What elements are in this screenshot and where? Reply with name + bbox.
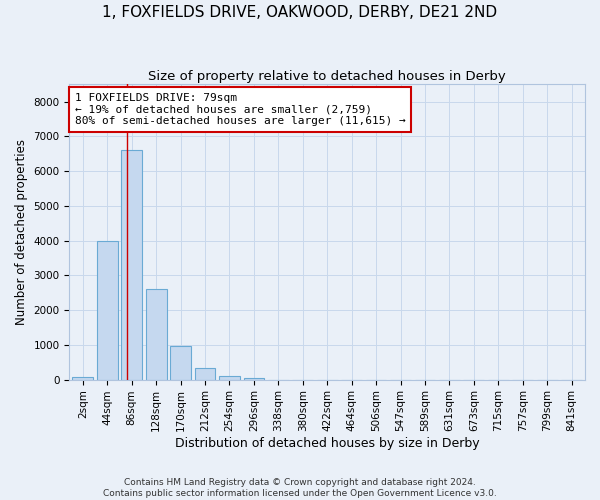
Bar [73, 377, 93, 380]
Bar [219, 376, 240, 380]
Bar [194, 368, 215, 380]
X-axis label: Distribution of detached houses by size in Derby: Distribution of detached houses by size … [175, 437, 479, 450]
Bar [146, 289, 167, 380]
Text: 1, FOXFIELDS DRIVE, OAKWOOD, DERBY, DE21 2ND: 1, FOXFIELDS DRIVE, OAKWOOD, DERBY, DE21… [103, 5, 497, 20]
Bar [170, 346, 191, 380]
Bar [121, 150, 142, 380]
Text: 1 FOXFIELDS DRIVE: 79sqm
← 19% of detached houses are smaller (2,759)
80% of sem: 1 FOXFIELDS DRIVE: 79sqm ← 19% of detach… [74, 93, 406, 126]
Bar [244, 378, 264, 380]
Title: Size of property relative to detached houses in Derby: Size of property relative to detached ho… [148, 70, 506, 83]
Y-axis label: Number of detached properties: Number of detached properties [15, 139, 28, 325]
Bar [97, 240, 118, 380]
Text: Contains HM Land Registry data © Crown copyright and database right 2024.
Contai: Contains HM Land Registry data © Crown c… [103, 478, 497, 498]
